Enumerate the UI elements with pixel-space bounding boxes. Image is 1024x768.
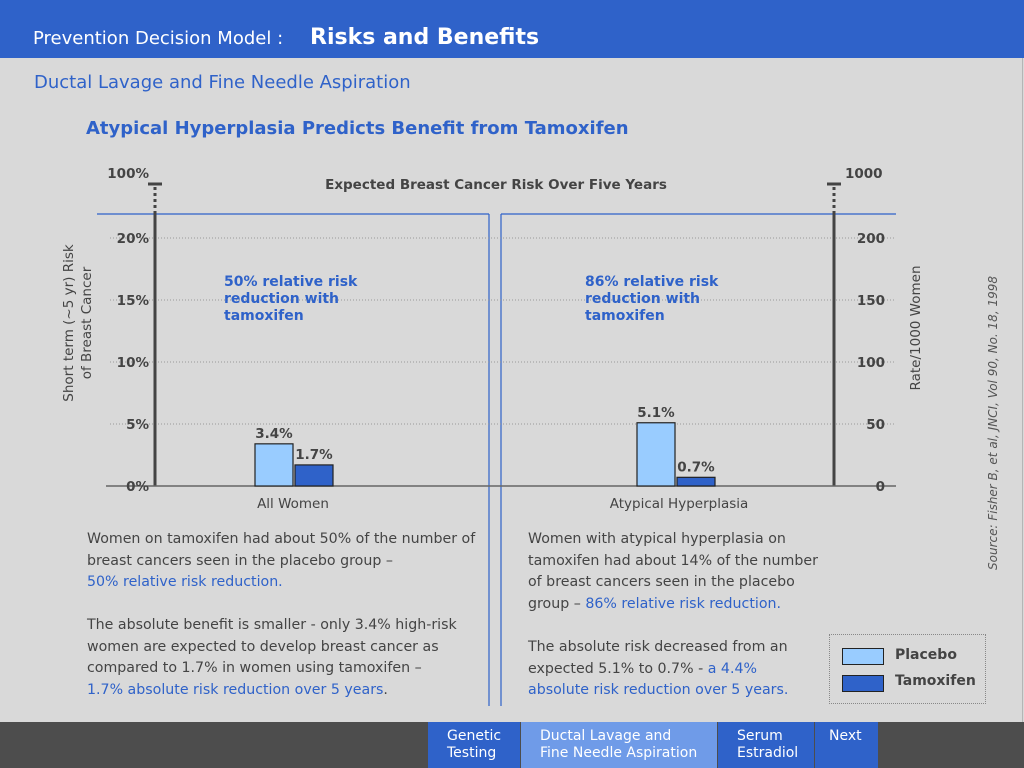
text-right-p2-highlight: a 4.4% absolute risk reduction over 5 ye…: [528, 660, 789, 699]
text-right-p1-highlight: 86% relative risk reduction.: [585, 595, 782, 612]
annotation-line: reduction with: [585, 291, 700, 307]
data-label-placebo: 3.4%: [255, 426, 293, 442]
y-axis-title-line2: of Breast Cancer: [79, 266, 95, 379]
gridlines: [110, 237, 896, 425]
text-left-p1-highlight: 50% relative risk reduction.: [87, 574, 283, 591]
y-axis-title-line1: Short term (~5 yr) Risk: [61, 244, 77, 402]
nav-genetic-testing-button[interactable]: Genetic Testing: [428, 722, 520, 768]
y-top-left-label: 100%: [107, 166, 149, 182]
title-bar: Prevention Decision Model : Risks and Be…: [0, 0, 1024, 58]
y-tick-label-right: 200: [857, 231, 885, 247]
annotation-atypical: 86% relative risk reduction with tamoxif…: [585, 274, 719, 324]
page-title: Risks and Benefits: [310, 25, 540, 50]
annotation-line: tamoxifen: [224, 308, 304, 324]
bar-tamoxifen-all-women: [294, 464, 334, 487]
y-tick-label-right: 50: [866, 417, 885, 433]
annotation-line: reduction with: [224, 291, 339, 307]
text-right-p2-body: The absolute risk decreased from an expe…: [528, 639, 788, 677]
text-left-p2-body: The absolute benefit is smaller - only 3…: [87, 617, 457, 677]
annotation-all-women: 50% relative risk reduction with tamoxif…: [224, 274, 358, 324]
text-right-p1-body: Women with atypical hyperplasia on tamox…: [528, 531, 818, 612]
y-axis-title: Short term (~5 yr) Risk of Breast Cancer: [61, 244, 95, 402]
text-left-p2-highlight: 1.7% absolute risk reduction over 5 year…: [87, 681, 384, 698]
content-panel: [0, 58, 1023, 722]
placebo-swatch: [842, 648, 884, 665]
text-right-p2: The absolute risk decreased from an expe…: [528, 637, 818, 702]
chart-heading: Atypical Hyperplasia Predicts Benefit fr…: [86, 118, 629, 139]
y-tick-label-left: 10%: [117, 355, 150, 371]
nav-serum-estradiol-button[interactable]: Serum Estradiol: [718, 722, 814, 768]
source-citation: Source: Fisher B, et al, JNCI, Vol 90, N…: [986, 276, 1000, 570]
tamoxifen-swatch: [842, 675, 884, 692]
legend: Placebo Tamoxifen: [829, 634, 986, 704]
annotation-line: tamoxifen: [585, 308, 665, 324]
nav-ductal-lavage-button[interactable]: Ductal Lavage and Fine Needle Aspiration: [521, 722, 717, 768]
tamoxifen-legend-label: Tamoxifen: [895, 673, 976, 689]
y-tick-label-right: 100: [857, 355, 885, 371]
text-left-p1: Women on tamoxifen had about 50% of the …: [87, 529, 482, 594]
risk-chart: 100% 1000 0% 0 5% 50 10% 100 15% 150 20% 200 Expe…: [61, 166, 924, 706]
y-tick-label-right: 0: [876, 479, 885, 495]
bar-placebo-all-women: [254, 443, 294, 487]
y-tick-label-left: 20%: [117, 231, 150, 247]
placebo-legend-label: Placebo: [895, 647, 957, 663]
y-tick-label-left: 15%: [117, 293, 150, 309]
bars: 3.4% 5.1% 1.7% 0.7%: [254, 405, 716, 487]
section-subtitle: Ductal Lavage and Fine Needle Aspiration: [34, 72, 411, 93]
annotation-line: 50% relative risk: [224, 274, 358, 290]
annotation-line: 86% relative risk: [585, 274, 719, 290]
text-left-p2-end: .: [383, 681, 388, 698]
y2-axis-title: Rate/1000 Women: [908, 266, 924, 391]
text-right-p1: Women with atypical hyperplasia on tamox…: [528, 529, 828, 615]
y-tick-label-left: 5%: [126, 417, 149, 433]
y-tick-label-left: 0%: [126, 479, 149, 495]
next-button[interactable]: Next: [815, 722, 878, 768]
y-tick-label-right: 150: [857, 293, 885, 309]
chart-title: Expected Breast Cancer Risk Over Five Ye…: [325, 177, 667, 193]
data-label-tamoxifen: 1.7%: [295, 447, 333, 463]
text-left-p2: The absolute benefit is smaller - only 3…: [87, 615, 482, 701]
category-label-all-women: All Women: [257, 496, 329, 512]
bar-tamoxifen-atypical-hyperplasia: [676, 476, 716, 487]
data-label-tamoxifen: 0.7%: [677, 459, 715, 475]
text-left-p1-body: Women on tamoxifen had about 50% of the …: [87, 531, 476, 569]
bar-placebo-atypical-hyperplasia: [636, 422, 676, 487]
category-label-atypical-hyperplasia: Atypical Hyperplasia: [610, 496, 749, 512]
y-top-right-label: 1000: [845, 166, 883, 182]
model-name: Prevention Decision Model :: [33, 28, 284, 49]
tick-labels: 0% 0 5% 50 10% 100 15% 150 20% 200: [117, 231, 885, 495]
data-label-placebo: 5.1%: [637, 405, 675, 421]
